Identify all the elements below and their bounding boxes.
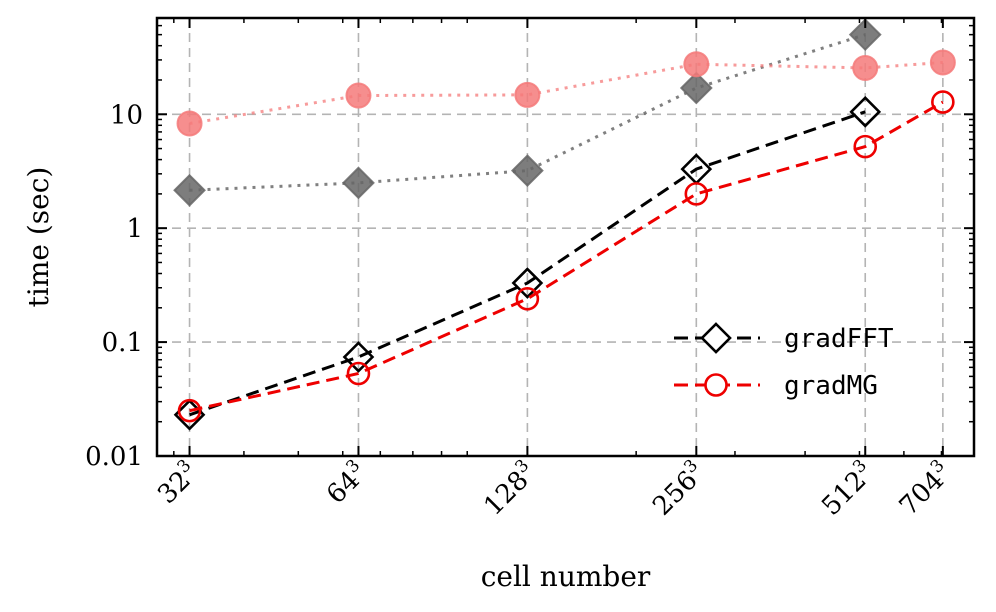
x-tick-label: 643 — [319, 456, 373, 510]
data-point — [342, 166, 375, 200]
data-point — [929, 49, 956, 76]
series-gradmg — [177, 90, 955, 423]
legend-item: gradFFT — [674, 322, 894, 354]
series-gradmg-total — [176, 49, 956, 137]
y-tick-label: 0.01 — [85, 442, 143, 472]
y-tick-label: 1 — [126, 214, 143, 244]
series-line — [189, 33, 866, 192]
series-line — [189, 110, 866, 417]
y-tick-labels: 0.01 0.1 1 10 — [85, 100, 143, 472]
x-tick-label: 5123 — [814, 456, 880, 522]
data-point — [342, 341, 375, 373]
legend-label: gradMG — [784, 371, 878, 401]
series-layer — [173, 18, 956, 431]
data-point — [853, 134, 878, 159]
x-tick-label: 2563 — [645, 456, 711, 522]
data-point — [176, 110, 203, 137]
y-axis-title: time (sec) — [22, 167, 55, 308]
series-line — [189, 100, 944, 413]
data-point — [683, 51, 710, 78]
data-point — [346, 361, 371, 386]
data-point — [173, 173, 206, 207]
legend-item: gradMG — [674, 371, 878, 401]
data-point — [848, 18, 882, 52]
data-point — [514, 81, 541, 108]
legend-marker — [704, 373, 728, 397]
plot-frame — [155, 16, 976, 458]
data-point — [511, 267, 544, 299]
data-point — [515, 286, 540, 311]
data-point — [177, 398, 202, 423]
x-tick-labels: 323 643 1283 2563 5123 7043 — [150, 456, 958, 522]
y-tick-label: 10 — [110, 100, 143, 130]
x-tick-label: 7043 — [892, 456, 958, 522]
legend: gradFFT gradMG — [674, 322, 894, 401]
ticks — [157, 18, 974, 457]
legend-label: gradFFT — [784, 324, 894, 354]
x-axis-title: cell number — [481, 560, 651, 593]
data-point — [852, 54, 879, 81]
data-point — [345, 82, 372, 109]
data-point — [510, 154, 544, 188]
legend-marker — [700, 322, 732, 354]
data-point — [684, 182, 709, 206]
data-point — [679, 71, 713, 105]
y-tick-label: 0.1 — [102, 328, 143, 358]
series-gradfft-total — [173, 18, 882, 207]
x-tick-label: 1283 — [476, 456, 542, 522]
x-tick-label: 323 — [150, 456, 204, 510]
data-point — [849, 96, 882, 128]
data-point — [931, 90, 955, 114]
